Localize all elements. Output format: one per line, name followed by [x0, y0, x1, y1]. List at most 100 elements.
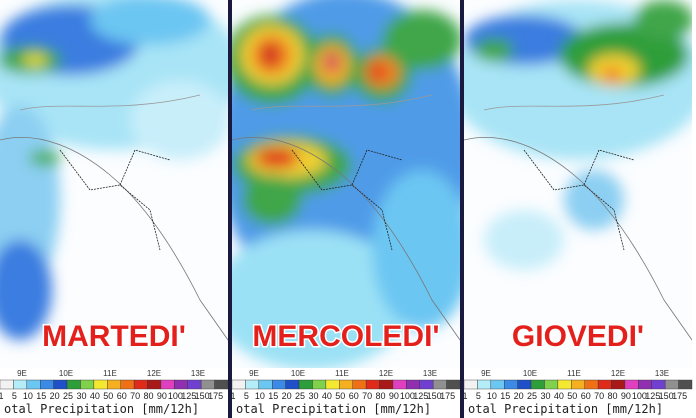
- legend-swatch: [160, 379, 175, 390]
- legend-tick: 50: [567, 391, 577, 401]
- legend-swatch: [611, 379, 626, 390]
- legend-tick: 20: [514, 391, 524, 401]
- legend-tick: 100: [632, 391, 647, 401]
- legend-swatch: [107, 379, 121, 390]
- longitude-label: 12E: [611, 369, 625, 378]
- day-label: GIOVEDI': [512, 320, 644, 353]
- legend-swatch: [187, 379, 202, 390]
- border: [19, 94, 201, 111]
- legend-tick: 40: [554, 391, 564, 401]
- precip-area: [261, 43, 279, 67]
- legend-swatch: [584, 379, 599, 390]
- legend-swatch: [231, 379, 246, 390]
- legend-swatch: [13, 379, 28, 390]
- legend-swatch: [80, 379, 95, 390]
- longitude-label: 9E: [481, 369, 491, 378]
- longitude-label: 12E: [147, 369, 161, 378]
- legend-tick: 175: [208, 391, 223, 401]
- legend-tick: 80: [144, 391, 154, 401]
- legend-swatch: [258, 379, 273, 390]
- legend-swatch: [40, 379, 54, 390]
- legend-swatch: [571, 379, 585, 390]
- legend-tick: 150: [427, 391, 442, 401]
- precip-area: [0, 240, 52, 340]
- legend-swatch: [53, 379, 68, 390]
- longitude-label: 13E: [655, 369, 669, 378]
- panel-separator: [460, 0, 464, 418]
- legend-swatch: [638, 379, 652, 390]
- legend-swatch: [392, 379, 407, 390]
- coastline: [232, 136, 460, 341]
- legend-tick: 175: [440, 391, 455, 401]
- day-label: MERCOLEDI': [252, 320, 439, 353]
- legend-tick: 30: [540, 391, 550, 401]
- legend-caption: otal Precipitation [mm/12h]: [468, 402, 663, 416]
- legend-tick: 100: [168, 391, 183, 401]
- legend-tick: 50: [335, 391, 345, 401]
- precip-area: [484, 210, 564, 270]
- legend-swatch: [0, 379, 14, 390]
- legend-tick: 30: [76, 391, 86, 401]
- precip-area: [255, 148, 299, 168]
- precip-area: [232, 230, 412, 368]
- border: [59, 149, 171, 251]
- legend-tick: 40: [90, 391, 100, 401]
- legend-tick: 1: [462, 391, 467, 401]
- legend-caption: otal Precipitation [mm/12h]: [236, 402, 431, 416]
- legend-swatch: [285, 379, 300, 390]
- legend-tick: 100: [400, 391, 415, 401]
- precip-area: [369, 64, 385, 80]
- longitude-label: 13E: [191, 369, 205, 378]
- legend-tick: 125: [181, 391, 196, 401]
- border: [483, 94, 665, 111]
- legend-swatch: [93, 379, 108, 390]
- map-area: [232, 0, 460, 368]
- legend-tick: 125: [413, 391, 428, 401]
- precip-area: [474, 38, 514, 62]
- legend-tick: 60: [117, 391, 127, 401]
- legend-tick: 5: [244, 391, 249, 401]
- legend-swatch: [651, 379, 666, 390]
- precip-area: [372, 170, 460, 330]
- legend-swatch: [312, 379, 327, 390]
- longitude-label: 9E: [249, 369, 259, 378]
- longitude-label: 10E: [59, 369, 73, 378]
- legend-tick: 15: [500, 391, 510, 401]
- legend-swatch: [147, 379, 162, 390]
- legend-tick: 60: [349, 391, 359, 401]
- precip-area: [564, 170, 624, 230]
- legend-swatch: [66, 379, 81, 390]
- map-area: [0, 0, 228, 368]
- legend-tick: 10: [255, 391, 265, 401]
- legend-swatch: [678, 379, 693, 390]
- legend-tick: 15: [268, 391, 278, 401]
- legend-swatch: [517, 379, 532, 390]
- legend-tick: 70: [594, 391, 604, 401]
- precip-area: [602, 67, 622, 83]
- legend-tick: 70: [362, 391, 372, 401]
- legend-swatch: [463, 379, 478, 390]
- coastline: [0, 136, 228, 341]
- longitude-label: 11E: [335, 369, 349, 378]
- longitude-label: 10E: [291, 369, 305, 378]
- border: [291, 149, 403, 251]
- legend-swatch: [325, 379, 340, 390]
- legend-tick: 25: [527, 391, 537, 401]
- legend-tick: 90: [621, 391, 631, 401]
- legend-swatch: [352, 379, 367, 390]
- precip-area: [29, 150, 61, 166]
- precipitation-field: [0, 0, 228, 340]
- legend-swatch: [419, 379, 434, 390]
- coastline: [464, 136, 692, 341]
- legend-tick: 150: [659, 391, 674, 401]
- precip-area: [324, 52, 340, 72]
- legend-tick: 125: [645, 391, 660, 401]
- legend-swatch: [245, 379, 260, 390]
- legend-swatch: [544, 379, 559, 390]
- legend-tick: 40: [322, 391, 332, 401]
- legend-tick: 5: [476, 391, 481, 401]
- legend-tick: 1: [230, 391, 235, 401]
